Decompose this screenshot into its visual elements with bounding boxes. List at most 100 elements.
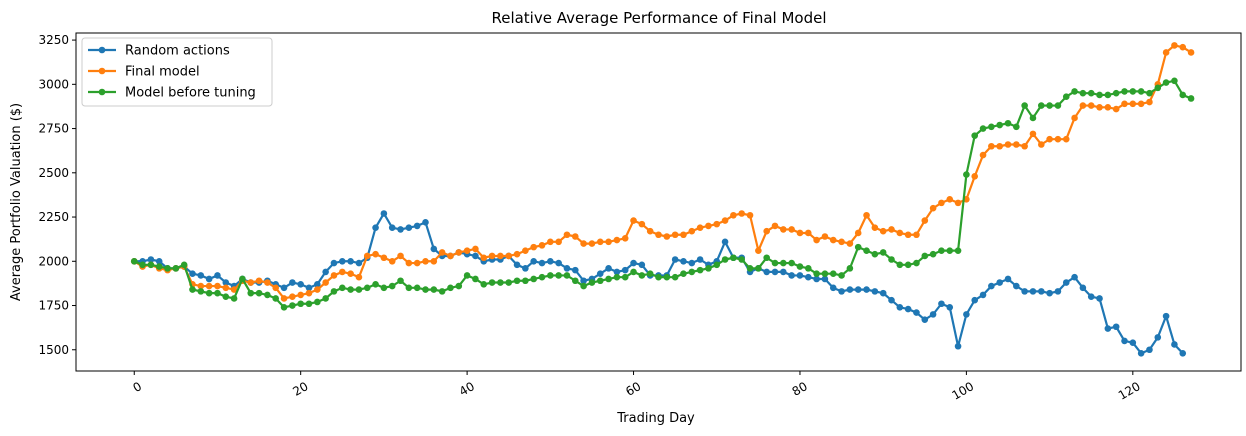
data-point — [888, 296, 895, 304]
legend-marker — [98, 46, 106, 54]
data-point — [555, 272, 562, 279]
data-point — [605, 265, 612, 272]
data-point — [280, 295, 288, 302]
data-point — [1054, 135, 1062, 143]
data-point — [646, 227, 654, 235]
data-point — [630, 259, 637, 267]
data-point — [480, 280, 488, 288]
data-point — [730, 254, 737, 262]
data-point — [197, 288, 205, 295]
data-point — [563, 272, 571, 279]
data-point — [746, 211, 754, 219]
data-point — [338, 257, 346, 265]
data-point — [255, 277, 263, 285]
data-point — [588, 279, 596, 286]
data-point — [1079, 89, 1087, 97]
data-point — [613, 236, 621, 244]
data-point — [655, 231, 662, 239]
data-point — [1021, 102, 1028, 109]
data-point — [1062, 135, 1070, 143]
data-point — [771, 222, 779, 230]
data-point — [513, 277, 521, 285]
data-point — [605, 238, 612, 246]
data-point — [472, 275, 479, 283]
data-point — [1062, 93, 1070, 101]
data-point — [838, 288, 845, 295]
data-point — [979, 151, 987, 159]
data-point — [280, 284, 288, 292]
data-point — [913, 231, 920, 239]
series-final-model — [130, 42, 1195, 302]
data-point — [913, 259, 920, 267]
data-point — [1054, 288, 1062, 295]
data-point — [314, 280, 321, 288]
data-point — [871, 250, 879, 258]
data-point — [705, 222, 712, 230]
data-point — [1079, 102, 1087, 109]
data-point — [430, 286, 438, 293]
data-point — [1171, 77, 1178, 85]
plot-frame — [75, 32, 1242, 372]
data-point — [538, 273, 546, 281]
x-axis: 0 20 40 60 80 100 120 — [131, 371, 1143, 403]
data-point — [455, 282, 463, 290]
data-point — [846, 286, 854, 293]
data-point — [1171, 42, 1178, 49]
data-point — [996, 279, 1003, 286]
y-tick-label: 2250 — [38, 210, 69, 224]
data-point — [1179, 91, 1187, 99]
data-point — [363, 284, 371, 292]
data-point — [222, 293, 230, 300]
data-point — [380, 284, 388, 292]
data-point — [613, 268, 621, 276]
data-point — [854, 286, 862, 293]
data-point — [871, 224, 879, 231]
data-point — [671, 231, 679, 239]
data-point — [1154, 84, 1162, 92]
data-point — [205, 289, 213, 297]
data-point — [1087, 293, 1095, 300]
data-point — [1096, 104, 1103, 111]
data-point — [713, 261, 721, 269]
data-point — [1137, 100, 1145, 108]
data-point — [522, 247, 529, 254]
data-point — [1104, 104, 1112, 111]
data-point — [796, 229, 804, 237]
data-point — [155, 263, 163, 270]
data-point — [472, 252, 479, 260]
data-point — [913, 309, 920, 316]
legend: Random actions Final model Model before tu… — [81, 37, 273, 107]
data-point — [721, 238, 729, 246]
data-point — [738, 210, 746, 217]
data-point — [530, 257, 537, 265]
data-point — [738, 256, 746, 263]
data-point — [147, 256, 155, 263]
data-point — [413, 284, 421, 292]
data-point — [1037, 102, 1045, 109]
data-point — [804, 273, 812, 281]
data-point — [397, 226, 404, 233]
data-point — [488, 279, 496, 286]
data-point — [896, 229, 904, 237]
data-point — [513, 250, 521, 258]
data-point — [829, 236, 837, 244]
data-point — [571, 277, 579, 285]
data-point — [1037, 141, 1045, 148]
data-point — [621, 273, 629, 281]
data-point — [763, 254, 770, 262]
data-point — [954, 247, 962, 254]
data-point — [588, 240, 596, 247]
data-point — [1129, 100, 1137, 108]
data-point — [979, 291, 987, 299]
data-point — [322, 268, 329, 276]
data-point — [222, 279, 230, 286]
data-point — [688, 227, 696, 235]
data-point — [1137, 88, 1145, 95]
data-point — [821, 233, 829, 240]
data-point — [413, 222, 421, 230]
data-point — [963, 311, 970, 318]
data-point — [888, 226, 895, 233]
data-point — [863, 286, 870, 293]
data-point — [788, 259, 795, 267]
data-point — [189, 270, 196, 277]
